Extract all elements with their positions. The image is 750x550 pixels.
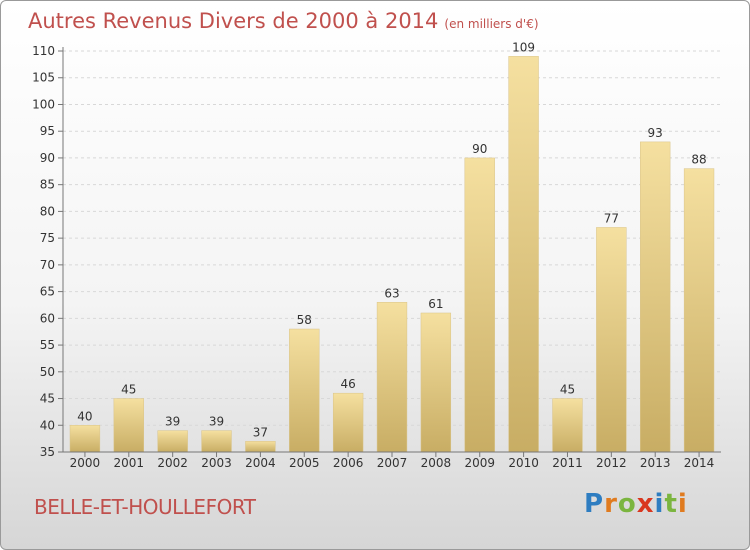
x-tick-label: 2005: [289, 456, 320, 470]
proxiti-logo[interactable]: Proxiti: [584, 489, 688, 519]
logo-letter: o: [617, 489, 637, 519]
x-tick-label: 2009: [464, 456, 495, 470]
x-tick-label: 2004: [245, 456, 276, 470]
logo-letter: i: [677, 489, 688, 519]
data-label: 45: [121, 383, 136, 397]
bar: [683, 168, 715, 453]
bar: [508, 56, 539, 453]
logo-letter: x: [636, 489, 655, 519]
bar: [464, 157, 495, 453]
data-label: 77: [604, 211, 619, 225]
x-tick-label: 2010: [508, 456, 539, 470]
logo-letter: r: [604, 489, 618, 519]
data-label: 46: [340, 377, 355, 391]
chart-title: Autres Revenus Divers de 2000 à 2014 (en …: [28, 9, 539, 33]
bar: [245, 441, 276, 453]
bar: [289, 328, 320, 453]
data-label: 45: [560, 383, 575, 397]
y-tick-label: 55: [40, 338, 55, 352]
data-label: 37: [253, 425, 268, 439]
logo-letter: i: [654, 489, 665, 519]
y-tick-label: 90: [40, 151, 55, 165]
bar: [552, 398, 583, 453]
bar: [113, 398, 144, 453]
y-tick-label: 80: [40, 204, 55, 218]
y-tick-label: 60: [40, 311, 55, 325]
bar: [201, 430, 232, 453]
x-tick-label: 2012: [596, 456, 627, 470]
x-tick-label: 2006: [333, 456, 364, 470]
x-tick-label: 2007: [377, 456, 408, 470]
data-label: 40: [77, 409, 92, 423]
place-name: BELLE-ET-HOULLEFORT: [34, 495, 256, 519]
axes: 35 40 45 50 55 60 65 70 75 80 85 90 95 100 105 110 2000 2…: [32, 44, 721, 470]
x-tick-label: 2008: [421, 456, 452, 470]
y-tick-label: 75: [40, 231, 55, 245]
data-label: 109: [512, 40, 535, 54]
x-tick-label: 2014: [684, 456, 715, 470]
bars: 40 45 39 39 37 58 46 63 61 90 109 45 77 93 88: [69, 40, 715, 453]
chart-unit: (en milliers d'€): [444, 17, 539, 31]
bar: [332, 392, 364, 453]
data-label: 90: [472, 142, 487, 156]
data-label: 58: [297, 313, 312, 327]
bar: [157, 430, 188, 453]
y-tick-label: 100: [32, 97, 55, 111]
y-tick-label: 45: [40, 392, 55, 406]
data-label: 63: [384, 286, 399, 300]
bar: [376, 302, 408, 453]
data-label: 39: [165, 415, 180, 429]
bar: [596, 227, 627, 453]
y-tick-label: 70: [40, 258, 55, 272]
data-label: 39: [209, 415, 224, 429]
data-label: 93: [648, 126, 663, 140]
bar: [69, 425, 101, 453]
x-tick-label: 2013: [640, 456, 671, 470]
y-tick-label: 65: [40, 285, 55, 299]
x-tick-label: 2011: [552, 456, 583, 470]
logo-letter: t: [664, 489, 678, 519]
bar: [640, 141, 671, 453]
data-label: 61: [428, 297, 443, 311]
y-tick-label: 105: [32, 71, 55, 85]
data-label: 88: [691, 153, 706, 167]
logo-letter: P: [584, 489, 605, 519]
x-tick-label: 2002: [157, 456, 188, 470]
y-tick-label: 50: [40, 365, 55, 379]
y-tick-label: 85: [40, 178, 55, 192]
y-tick-label: 95: [40, 124, 55, 138]
y-tick-label: 40: [40, 418, 55, 432]
y-tick-label: 35: [40, 445, 55, 459]
y-tick-label: 110: [32, 44, 55, 58]
bar: [420, 312, 452, 453]
x-tick-label: 2001: [114, 456, 145, 470]
x-tick-label: 2000: [70, 456, 101, 470]
x-tick-label: 2003: [201, 456, 232, 470]
chart-title-text: Autres Revenus Divers de 2000 à 2014: [28, 9, 439, 33]
